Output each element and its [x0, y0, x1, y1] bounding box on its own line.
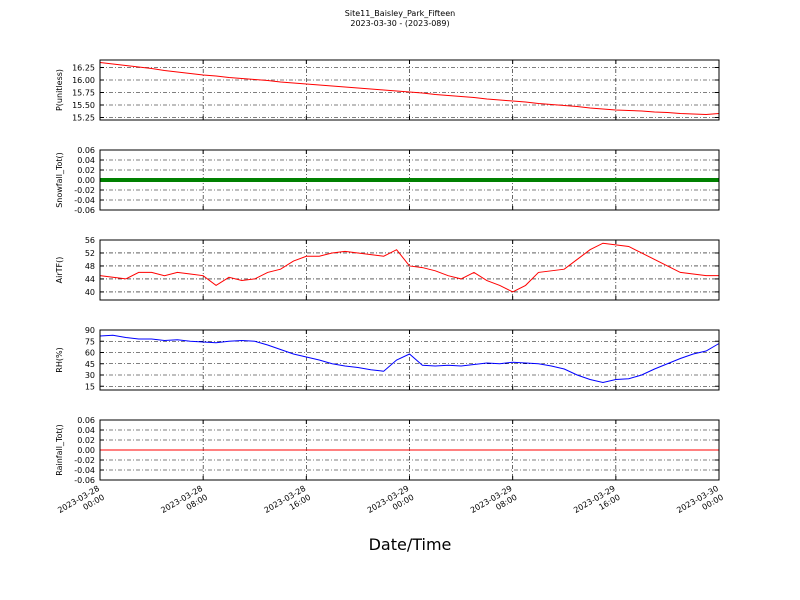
x-tick-label: 2023-03-2800:00	[56, 484, 106, 524]
y-tick-label: 0.02	[77, 166, 95, 175]
y-axis-label: AirTF()	[55, 257, 64, 284]
plot-frame	[99, 239, 720, 301]
y-tick-label: 44	[85, 275, 95, 284]
chart-title: Site11_Baisley_Park_Fifteen	[345, 9, 455, 18]
y-tick-label: 0.00	[77, 446, 95, 455]
y-tick-label: 45	[85, 360, 95, 369]
x-tick-label: 2023-03-2900:00	[366, 484, 416, 524]
y-tick-label: -0.04	[74, 196, 95, 205]
y-tick-label: 0.04	[77, 156, 95, 165]
y-tick-label: 30	[85, 371, 95, 380]
y-tick-label: 15	[85, 382, 95, 391]
y-tick-label: 52	[85, 249, 95, 258]
x-tick-label: 2023-03-2916:00	[572, 484, 622, 524]
y-tick-label: 56	[85, 236, 95, 245]
y-tick-label: 15.75	[72, 89, 95, 98]
x-tick-label: 2023-03-3000:00	[675, 484, 725, 524]
plot-frame	[99, 149, 720, 211]
y-tick-label: 16.25	[72, 64, 95, 73]
y-axis-label: P(unitless)	[55, 69, 64, 111]
y-axis-label: Snowfall_Tot()	[55, 152, 64, 208]
y-tick-label: 16.00	[72, 76, 95, 85]
chart-subtitle: 2023-03-30 - (2023-089)	[350, 19, 449, 28]
y-axis-label: RH(%)	[55, 347, 64, 372]
y-tick-label: 48	[85, 262, 95, 271]
y-tick-label: 0.00	[77, 176, 95, 185]
x-axis-label: Date/Time	[369, 535, 452, 554]
x-tick-label: 2023-03-2908:00	[469, 484, 519, 524]
y-tick-label: -0.06	[74, 476, 95, 485]
y-tick-label: 60	[85, 349, 95, 358]
y-tick-label: 0.06	[77, 146, 95, 155]
y-tick-label: 15.25	[72, 114, 95, 123]
x-tick-label: 2023-03-2816:00	[263, 484, 313, 524]
y-tick-label: 75	[85, 337, 95, 346]
y-tick-label: -0.04	[74, 466, 95, 475]
y-tick-label: 0.02	[77, 436, 95, 445]
plot-frame	[99, 329, 720, 391]
y-tick-label: 0.06	[77, 416, 95, 425]
data-line	[99, 242, 719, 293]
y-tick-label: 90	[85, 326, 95, 335]
plot-frame	[99, 419, 720, 481]
y-tick-label: -0.02	[74, 456, 95, 465]
plot-frame	[99, 59, 720, 121]
y-tick-label: 15.50	[72, 101, 95, 110]
y-tick-label: -0.02	[74, 186, 95, 195]
data-line	[99, 334, 720, 384]
y-tick-label: -0.06	[74, 206, 95, 215]
data-line	[99, 62, 720, 116]
y-axis-label: Rainfall_Tot()	[55, 424, 64, 476]
y-tick-label: 0.04	[77, 426, 95, 435]
x-tick-label: 2023-03-2808:00	[159, 484, 209, 524]
y-tick-label: 40	[85, 288, 95, 297]
